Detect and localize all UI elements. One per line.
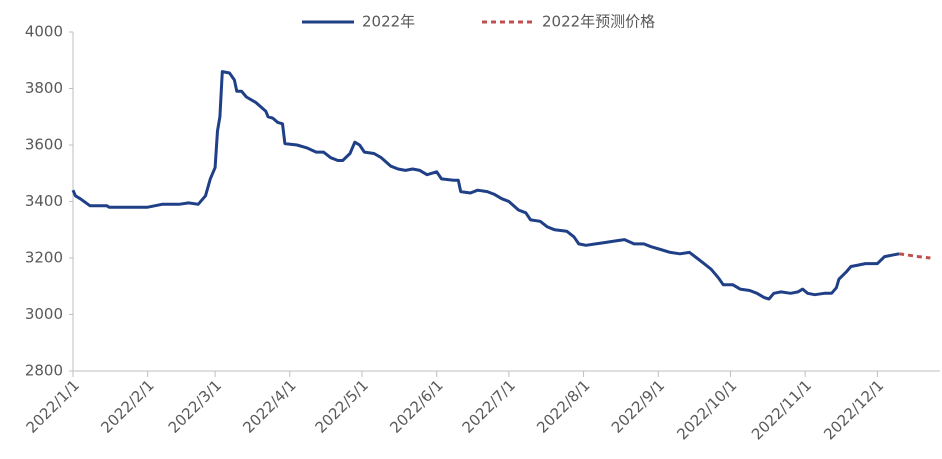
x-tick-label: 2022/6/1 [386, 376, 446, 436]
line-series [898, 252, 931, 260]
x-tick-label: 2022/2/1 [97, 376, 157, 436]
x-tick-label: 2022/4/1 [239, 376, 299, 436]
x-tick-label: 2022/5/1 [312, 376, 372, 436]
x-tick-label: 2022/3/1 [165, 376, 225, 436]
x-tick-label: 2022/7/1 [459, 376, 519, 436]
y-tick-label: 2800 [25, 362, 63, 380]
y-tick-label: 3600 [25, 136, 63, 154]
y-tick-label: 3400 [25, 192, 63, 210]
line-series [71, 70, 900, 301]
x-tick-label: 2022/8/1 [533, 376, 593, 436]
x-tick-label: 2022/12/1 [820, 376, 887, 443]
y-tick-label: 3200 [25, 249, 63, 267]
legend-label: 2022年 [362, 13, 415, 31]
y-tick-label: 3000 [25, 305, 63, 323]
x-tick-label: 2022/11/1 [748, 376, 815, 443]
x-tick-label: 2022/9/1 [608, 376, 668, 436]
y-tick-label: 3800 [25, 79, 63, 97]
y-tick-label: 4000 [25, 23, 63, 41]
x-tick-label: 2022/1/1 [23, 376, 83, 436]
x-tick-label: 2022/10/1 [673, 376, 740, 443]
legend-label: 2022年预测价格 [542, 13, 655, 31]
